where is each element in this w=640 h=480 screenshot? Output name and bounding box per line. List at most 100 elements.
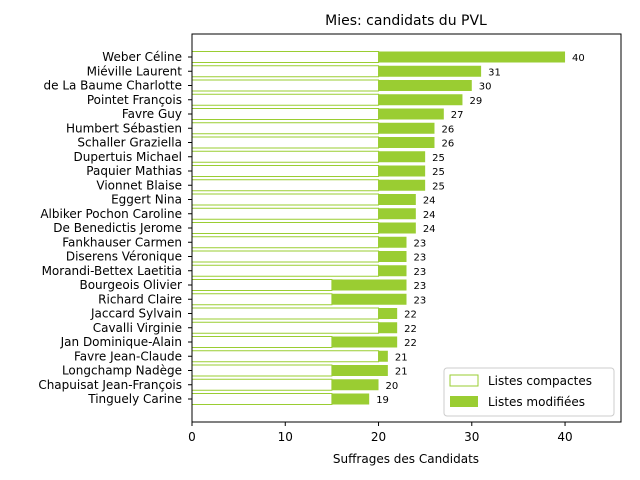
value-label: 20 (386, 381, 399, 392)
candidate-label: Chapuisat Jean-François (38, 378, 182, 392)
bar-compact (191, 179, 380, 192)
bar-compact (191, 207, 380, 220)
candidate-label: Longchamp Nadège (62, 364, 182, 378)
candidate-label: Jan Dominique-Alain (60, 335, 182, 349)
candidate-label: Albiker Pochon Caroline (40, 207, 182, 221)
value-label: 19 (376, 395, 389, 406)
bar-modified (331, 393, 370, 405)
bar-modified (378, 108, 444, 120)
value-label: 25 (432, 167, 445, 178)
candidate-label: Eggert Nina (111, 193, 182, 207)
bar-compact (191, 307, 380, 320)
value-label: 23 (414, 267, 427, 278)
bar-compact (191, 165, 380, 177)
value-label: 25 (432, 153, 445, 164)
x-tick-label: 30 (464, 430, 479, 444)
value-label: 31 (488, 67, 501, 78)
candidate-label: Dupertuis Michael (74, 150, 182, 164)
plot-frame (191, 33, 622, 423)
value-label: 40 (572, 53, 585, 64)
bar-modified (378, 80, 472, 91)
bar-compact (191, 122, 380, 135)
candidate-label: Favre Jean-Claude (74, 349, 182, 363)
value-label: 21 (395, 367, 408, 378)
candidate-label: Cavalli Virginie (93, 321, 182, 335)
value-label: 23 (414, 253, 427, 264)
bar-modified (378, 165, 426, 177)
bar-compact (191, 321, 380, 334)
bar-modified (378, 208, 416, 220)
candidate-label: Favre Guy (122, 107, 182, 121)
bar-compact (191, 279, 333, 291)
bar-modified (331, 293, 407, 305)
bar-compact (191, 150, 380, 163)
legend-swatch-compactes (449, 374, 479, 387)
bar-modified (378, 94, 463, 106)
value-label: 27 (451, 110, 464, 121)
value-label: 29 (469, 96, 482, 107)
value-label: 25 (432, 181, 445, 192)
bar-modified (378, 51, 566, 63)
bar-modified (331, 379, 379, 391)
candidate-label: Weber Céline (102, 50, 182, 64)
value-label: 26 (441, 139, 454, 150)
value-label: 23 (414, 295, 427, 306)
value-label: 22 (404, 338, 417, 349)
bars-group (191, 51, 566, 405)
bar-compact (191, 222, 380, 234)
bar-modified (378, 122, 435, 134)
value-label: 23 (414, 238, 427, 249)
value-label: 24 (423, 224, 436, 235)
bar-compact (191, 350, 380, 363)
bar-compact (191, 108, 380, 120)
bar-compact (191, 136, 380, 149)
bar-modified (378, 236, 407, 248)
candidate-label: Tinguely Carine (87, 392, 182, 406)
candidate-label: Pointet François (87, 93, 182, 107)
value-label: 24 (423, 210, 436, 221)
value-label: 22 (404, 324, 417, 335)
bar-modified (378, 179, 426, 191)
candidate-label: Humbert Sébastien (66, 121, 182, 135)
bar-modified (378, 151, 426, 163)
candidate-label: Miéville Laurent (87, 64, 183, 78)
bar-modified (378, 265, 407, 277)
legend: Listes compactes Listes modifiées (443, 367, 615, 417)
candidate-label: Morandi-Bettex Laetitia (42, 264, 182, 278)
legend-box (443, 367, 615, 417)
bar-compact (191, 336, 333, 348)
bar-compact (191, 65, 380, 78)
legend-label-modifiees: Listes modifiées (488, 395, 585, 409)
x-axis-title: Suffrages des Candidats (333, 452, 479, 466)
candidate-label: Jaccard Sylvain (90, 307, 182, 321)
bar-compact (191, 393, 333, 405)
bar-compact (191, 193, 380, 206)
value-labels-group: 40 31 30 29 27 26 26 25 25 25 24 24 24 23 23 23 23 23 22 22… (376, 53, 585, 406)
bar-modified (378, 322, 398, 334)
bar-modified (378, 350, 388, 362)
bar-modified (331, 365, 388, 376)
bar-compact (191, 378, 333, 391)
candidate-label: De Benedictis Jerome (53, 221, 182, 235)
value-label: 30 (479, 82, 492, 93)
candidate-label: Vionnet Blaise (96, 178, 182, 192)
candidate-label: Richard Claire (98, 292, 182, 306)
candidate-label: de La Baume Charlotte (44, 79, 183, 93)
x-tick-label: 20 (371, 430, 386, 444)
candidate-label: Paquier Mathias (86, 164, 182, 178)
x-tick-label: 40 (557, 430, 572, 444)
value-label: 24 (423, 196, 436, 207)
bar-modified (378, 308, 398, 319)
bar-compact (191, 250, 380, 263)
bar-compact (191, 236, 380, 249)
bar-compact (191, 79, 380, 92)
x-axis-ticks: 0 10 20 30 40 (188, 422, 573, 444)
candidate-label: Fankhauser Carmen (62, 235, 182, 249)
bar-modified (378, 137, 435, 148)
bar-compact (191, 93, 380, 106)
value-label: 26 (441, 124, 454, 135)
x-tick-label: 10 (278, 430, 293, 444)
legend-swatch-modifiees (450, 396, 478, 407)
